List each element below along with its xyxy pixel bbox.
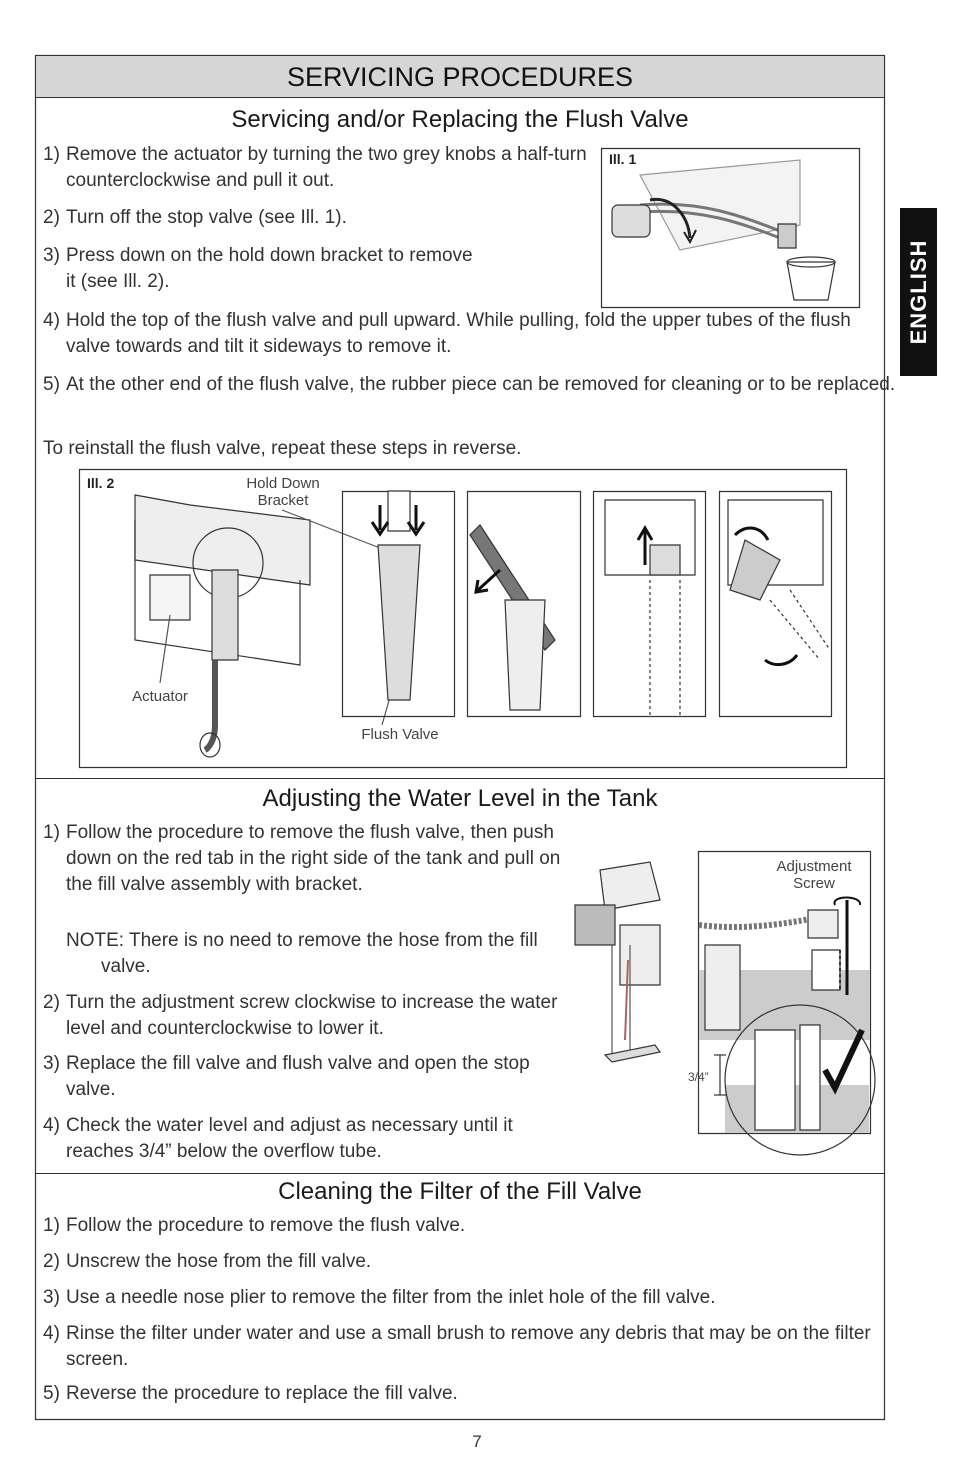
page-title: SERVICING PROCEDURES bbox=[36, 56, 884, 97]
step-number: 3) bbox=[43, 245, 60, 266]
illustration-label: Ill. 2 bbox=[87, 475, 115, 491]
illustration-4 bbox=[699, 852, 876, 1156]
illustration-1 bbox=[602, 149, 860, 308]
step: 4) Hold the top of the flush valve and pu… bbox=[43, 308, 898, 360]
step: 1) Remove the actuator by turning the two… bbox=[43, 142, 598, 194]
step-number: 3) bbox=[43, 1287, 60, 1308]
step: 5) At the other end of the flush valve, t… bbox=[43, 372, 898, 398]
step-number: 2) bbox=[43, 207, 60, 228]
illustration-2 bbox=[80, 470, 847, 768]
step: 2) Turn off the stop valve (see Ill. 1). bbox=[43, 205, 598, 231]
step-number: 4) bbox=[43, 1323, 60, 1344]
step-number: 3) bbox=[43, 1053, 60, 1074]
step-text: Unscrew the hose from the fill valve. bbox=[66, 1251, 372, 1272]
section-heading: Servicing and/or Replacing the Flush Val… bbox=[231, 106, 689, 133]
step-number: 5) bbox=[43, 374, 60, 395]
step-text: Reverse the procedure to replace the fil… bbox=[66, 1383, 458, 1404]
step-text: Replace the fill valve and flush valve a… bbox=[66, 1053, 530, 1100]
step: 1) Follow the procedure to remove the flu… bbox=[43, 820, 571, 898]
step-text: Hold the top of the flush valve and pull… bbox=[66, 310, 851, 357]
step-number: 1) bbox=[43, 1215, 60, 1236]
language-tab: ENGLISH bbox=[900, 208, 937, 376]
step-text: Remove the actuator by turning the two g… bbox=[66, 144, 587, 191]
step-text: Turn off the stop valve (see Ill. 1). bbox=[66, 207, 347, 228]
step: 2) Turn the adjustment screw clockwise to… bbox=[43, 990, 571, 1042]
illustration-3 bbox=[575, 862, 660, 1062]
closing-text: To reinstall the flush valve, repeat the… bbox=[43, 438, 522, 459]
step-text: Press down on the hold down bracket to r… bbox=[66, 245, 473, 292]
frame bbox=[36, 56, 885, 1420]
step-number: 2) bbox=[43, 992, 60, 1013]
step: 4) Rinse the filter under water and use a… bbox=[43, 1321, 898, 1373]
page-number: 7 bbox=[472, 1432, 482, 1451]
step-text: Turn the adjustment screw clockwise to i… bbox=[66, 992, 558, 1039]
callout: Actuator bbox=[132, 688, 188, 705]
note: NOTE: There is no need to remove the hos… bbox=[66, 930, 538, 977]
language-tab-label: ENGLISH bbox=[905, 239, 931, 345]
step-text: Use a needle nose plier to remove the fi… bbox=[66, 1287, 716, 1308]
callout: Hold Down Bracket bbox=[246, 475, 320, 509]
callout: Flush Valve bbox=[361, 726, 439, 743]
step: 4) Check the water level and adjust as ne… bbox=[43, 1113, 536, 1165]
step-number: 4) bbox=[43, 310, 60, 331]
step-number: 2) bbox=[43, 1251, 60, 1272]
step: 1) Follow the procedure to remove the flu… bbox=[43, 1213, 898, 1239]
step-number: 1) bbox=[43, 822, 60, 843]
step-text: Rinse the filter under water and use a s… bbox=[66, 1323, 871, 1370]
callout: 3/4” bbox=[688, 1070, 709, 1084]
section-heading: Cleaning the Filter of the Fill Valve bbox=[278, 1178, 642, 1205]
section-heading: Adjusting the Water Level in the Tank bbox=[262, 785, 658, 812]
step: 3) Press down on the hold down bracket to… bbox=[43, 243, 486, 295]
step: 2) Unscrew the hose from the fill valve. bbox=[43, 1249, 898, 1275]
step-number: 5) bbox=[43, 1383, 60, 1404]
step: 5) Reverse the procedure to replace the f… bbox=[43, 1381, 898, 1407]
step-text: At the other end of the flush valve, the… bbox=[66, 374, 896, 395]
step: 3) Replace the fill valve and flush valve… bbox=[43, 1051, 571, 1103]
step-text: Follow the procedure to remove the flush… bbox=[66, 822, 561, 895]
callout: Adjustment Screw bbox=[776, 858, 852, 892]
step-text: Check the water level and adjust as nece… bbox=[66, 1115, 513, 1162]
step-number: 4) bbox=[43, 1115, 60, 1136]
illustration-label: Ill. 1 bbox=[609, 151, 637, 167]
step: 3) Use a needle nose plier to remove the … bbox=[43, 1285, 898, 1311]
step-number: 1) bbox=[43, 144, 60, 165]
step-text: Follow the procedure to remove the flush… bbox=[66, 1215, 466, 1236]
